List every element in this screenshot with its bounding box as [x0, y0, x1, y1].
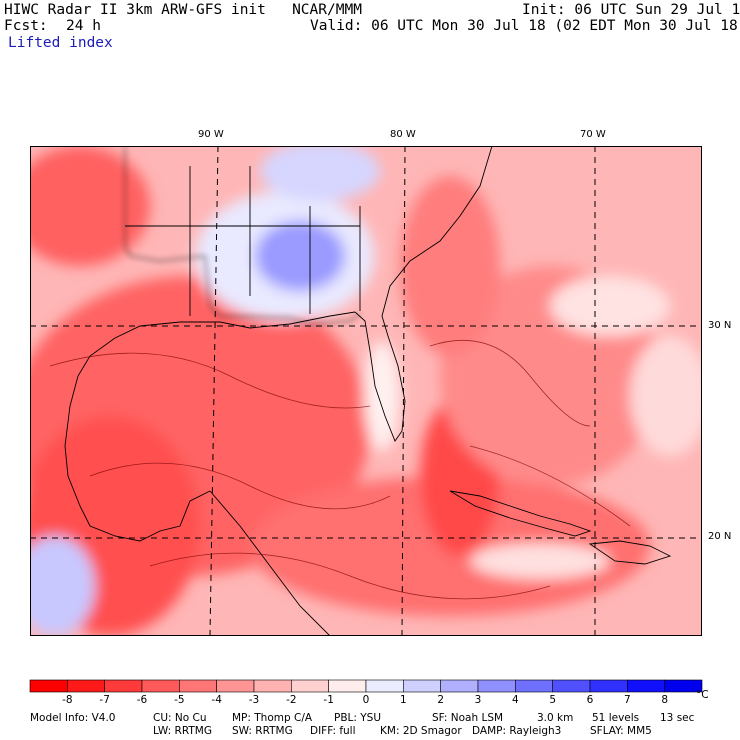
meridian-80w [401, 146, 406, 636]
lon-label-80w: 80 W [390, 129, 416, 140]
atlantic-swirl [550, 276, 670, 336]
color-box [253, 679, 292, 693]
color-box [440, 679, 479, 693]
lat-label-20n: 20 N [708, 531, 732, 542]
lon-label-90w: 90 W [198, 129, 224, 140]
footer-shortwave: SW: RRTMG [232, 725, 293, 737]
stable-core-alabama [255, 221, 345, 291]
color-scale-tick: 5 [549, 694, 556, 706]
color-box [365, 679, 404, 693]
footer-levels: 51 levels [592, 712, 640, 724]
color-box [29, 679, 68, 693]
footer-longwave: LW: RRTMG [153, 725, 212, 737]
footer-diffusion: DIFF: full [310, 725, 356, 737]
forecast-label: Fcst: [4, 18, 48, 34]
stable-north [260, 146, 380, 201]
east-coast-band [400, 176, 500, 356]
field-shading [30, 146, 702, 636]
color-box [328, 679, 367, 693]
color-box [179, 679, 217, 693]
color-scale-tick: -7 [99, 694, 109, 706]
model-title: HIWC Radar II 3km ARW-GFS init NCAR/MMM [4, 2, 362, 18]
color-box [477, 679, 516, 693]
color-scale-tick: 4 [512, 694, 519, 706]
florida-peninsula-neutral [364, 341, 400, 451]
lifted-index-map [30, 146, 702, 636]
cuba-outline [449, 490, 592, 537]
cuba-neutral [470, 543, 610, 579]
color-box [216, 679, 255, 693]
color-box [291, 679, 329, 693]
lat-label-30n: 30 N [708, 320, 732, 331]
color-box [589, 679, 628, 693]
mexico-coast [64, 405, 211, 542]
footer-cumulus: CU: No Cu [153, 712, 207, 724]
hispaniola-outline [588, 540, 672, 565]
init-time: Init: 06 UTC Sun 29 Jul 18 [522, 2, 740, 18]
footer-damping: DAMP: Rayleigh3 [472, 725, 562, 737]
color-box [104, 679, 143, 693]
color-scale-tick: 2 [437, 694, 444, 706]
color-scale-tick: -4 [211, 694, 222, 706]
color-box [515, 679, 553, 693]
color-scale-ticks: -8 -7 -6 -5 -4 -3 -2 -1 0 1 2 3 4 5 6 7 8 [62, 694, 668, 706]
lon-label-70w: 70 W [580, 129, 606, 140]
color-box [552, 679, 591, 693]
gulf-coast [69, 311, 356, 407]
color-scale-tick: -8 [62, 694, 72, 706]
mexico-stable-region [30, 536, 95, 636]
color-scale-tick: 1 [400, 694, 407, 706]
map-frame [30, 146, 702, 636]
color-scale-tick: -5 [174, 694, 184, 706]
color-scale-tick: 7 [624, 694, 631, 706]
footer-model-info: Model Info: V4.0 [30, 712, 116, 724]
footer-resolution: 3.0 km [537, 712, 574, 724]
footer-microphysics: MP: Thomp C/A [232, 712, 313, 724]
field-name: Lifted index [8, 35, 113, 51]
color-scale-tick: 0 [363, 694, 370, 706]
northwest-unstable-region [30, 146, 150, 266]
footer-pbl: PBL: YSU [334, 712, 382, 724]
color-scale-unit: °C [696, 689, 709, 701]
color-scale-tick: 8 [661, 694, 668, 706]
color-box [141, 679, 180, 693]
florida-coast [354, 146, 493, 442]
state-borders [125, 166, 361, 316]
color-box [403, 679, 441, 693]
central-america-coast [209, 490, 331, 636]
color-scale-tick: -2 [286, 694, 296, 706]
contours [49, 339, 631, 600]
coastline-sharp [64, 146, 672, 636]
color-box [67, 679, 105, 693]
color-scale-tick: -6 [137, 694, 148, 706]
color-scale-tick: 3 [475, 694, 482, 706]
color-scale: -8 -7 -6 -5 -4 -3 -2 -1 0 1 2 3 4 5 6 7 8 °C [29, 679, 709, 706]
forecast-hour: 24 h [66, 18, 101, 34]
coastlines [124, 146, 361, 325]
valid-time: Valid: 06 UTC Mon 30 Jul 18 (02 EDT Mon … [310, 18, 740, 34]
color-scale-tick: 6 [587, 694, 594, 706]
footer-sflay: SFLAY: MM5 [590, 725, 652, 737]
color-scale-boxes [29, 679, 703, 693]
color-box [627, 679, 665, 693]
footer-km: KM: 2D Smagor [380, 725, 462, 737]
northeast-neutral [630, 336, 702, 456]
footer-timestep: 13 sec [660, 712, 695, 724]
color-box [664, 679, 703, 693]
color-scale-tick: -1 [323, 694, 333, 706]
footer-surface: SF: Noah LSM [432, 712, 504, 724]
color-scale-tick: -3 [249, 694, 259, 706]
